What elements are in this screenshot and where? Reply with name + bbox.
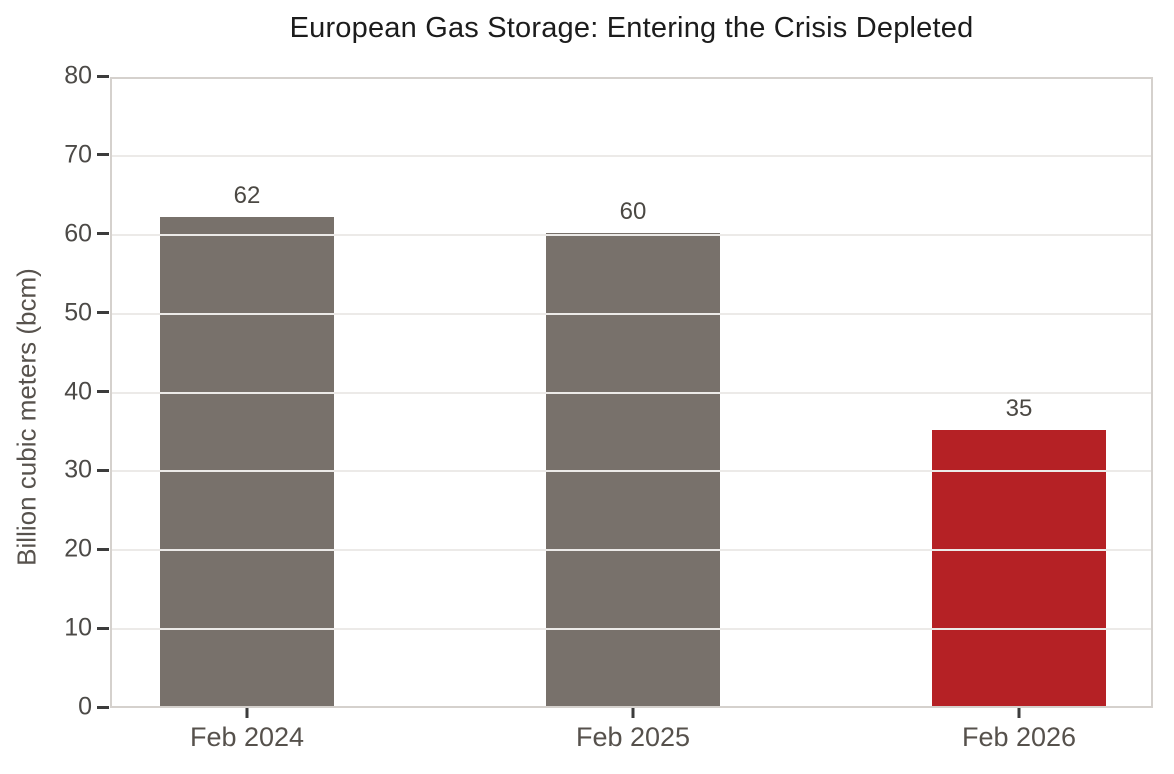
y-tick-40 — [97, 390, 109, 393]
gridline-y-40 — [112, 391, 1151, 394]
x-tick-feb-2024 — [245, 708, 249, 718]
y-tick-50 — [97, 311, 109, 315]
plot-area: 62 60 35 — [110, 77, 1153, 708]
y-tick-label-40: 40 — [64, 377, 92, 405]
y-tick-label-70: 70 — [64, 140, 92, 169]
y-tick-label-20: 20 — [64, 534, 92, 563]
bar-value-label-feb-2024: 62 — [233, 182, 261, 209]
x-tick-feb-2025 — [631, 708, 635, 718]
x-tick-label-feb-2026: Feb 2026 — [961, 722, 1077, 752]
gridline-y-30 — [112, 470, 1151, 473]
gridline-y-60 — [112, 233, 1151, 236]
y-tick-label-0: 0 — [78, 692, 92, 721]
y-tick-label-50: 50 — [64, 298, 92, 327]
gridline-y-20 — [112, 549, 1151, 552]
y-tick-label-30: 30 — [64, 455, 92, 484]
bar-feb-2026 — [932, 430, 1106, 706]
y-tick-label-80: 80 — [64, 61, 92, 90]
gridline-y-70 — [112, 154, 1151, 157]
y-tick-label-10: 10 — [64, 613, 92, 642]
y-tick-20 — [97, 547, 109, 551]
bar-feb-2024 — [160, 217, 334, 706]
y-tick-label-60: 60 — [64, 219, 92, 248]
y-tick-60 — [97, 232, 109, 236]
y-tick-70 — [97, 153, 109, 157]
gridline-y-10 — [112, 628, 1151, 631]
x-tick-feb-2026 — [1017, 708, 1021, 718]
y-tick-30 — [97, 468, 109, 472]
chart-title: European Gas Storage: Entering the Crisi… — [289, 12, 974, 44]
gridline-y-50 — [112, 312, 1151, 315]
x-tick-label-feb-2024: Feb 2024 — [189, 722, 305, 752]
y-tick-80 — [97, 74, 109, 78]
x-tick-label-feb-2025: Feb 2025 — [575, 722, 691, 752]
y-tick-10 — [97, 626, 109, 630]
bar-feb-2025 — [546, 233, 720, 706]
bar-value-label-feb-2025: 60 — [619, 198, 647, 225]
y-tick-0 — [97, 705, 109, 709]
bar-value-label-feb-2026: 35 — [1005, 395, 1033, 422]
